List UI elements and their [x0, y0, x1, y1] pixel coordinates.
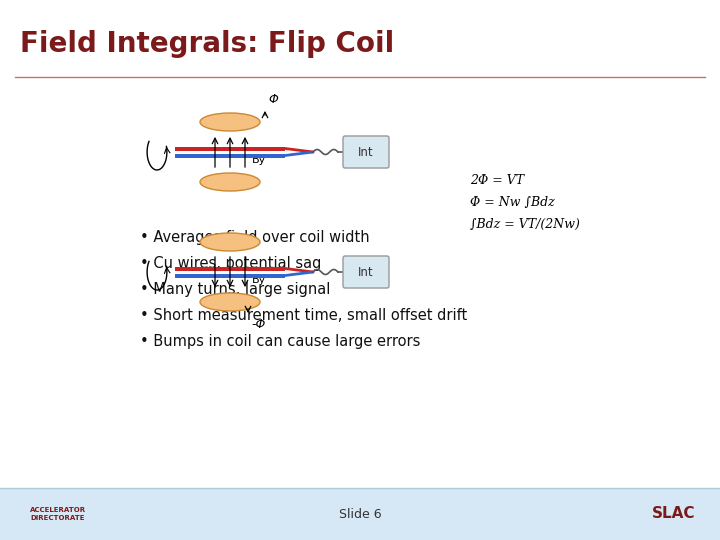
- Text: • Averages field over coil width: • Averages field over coil width: [140, 230, 369, 245]
- Bar: [175, 267, 285, 271]
- Text: SLAC: SLAC: [652, 507, 695, 522]
- FancyBboxPatch shape: [343, 136, 389, 168]
- Text: • Bumps in coil can cause large errors: • Bumps in coil can cause large errors: [140, 334, 420, 349]
- Text: By: By: [252, 275, 266, 285]
- Bar: [175, 153, 285, 158]
- Text: ACCELERATOR
DIRECTORATE: ACCELERATOR DIRECTORATE: [30, 508, 86, 521]
- Text: ∫Bdz = VT/(2Nw): ∫Bdz = VT/(2Nw): [470, 218, 580, 231]
- Text: Slide 6: Slide 6: [338, 508, 382, 521]
- Text: • Short measurement time, small offset drift: • Short measurement time, small offset d…: [140, 308, 467, 323]
- Text: Int: Int: [358, 145, 374, 159]
- Text: Φ: Φ: [268, 93, 278, 106]
- Ellipse shape: [200, 113, 260, 131]
- Text: • Cu wires, potential sag: • Cu wires, potential sag: [140, 256, 321, 271]
- Text: -Φ: -Φ: [251, 318, 266, 331]
- Bar: [175, 273, 285, 278]
- Ellipse shape: [200, 293, 260, 311]
- Text: By: By: [252, 155, 266, 165]
- Text: Φ = Nw ∫Bdz: Φ = Nw ∫Bdz: [470, 195, 554, 208]
- FancyBboxPatch shape: [343, 256, 389, 288]
- Bar: [0, 488, 720, 540]
- Text: Int: Int: [358, 266, 374, 279]
- Text: 2Φ = VT: 2Φ = VT: [470, 173, 524, 186]
- Ellipse shape: [200, 233, 260, 251]
- Text: Field Integrals: Flip Coil: Field Integrals: Flip Coil: [20, 30, 395, 58]
- Bar: [175, 146, 285, 151]
- Ellipse shape: [200, 173, 260, 191]
- Text: • Many turns, large signal: • Many turns, large signal: [140, 282, 330, 297]
